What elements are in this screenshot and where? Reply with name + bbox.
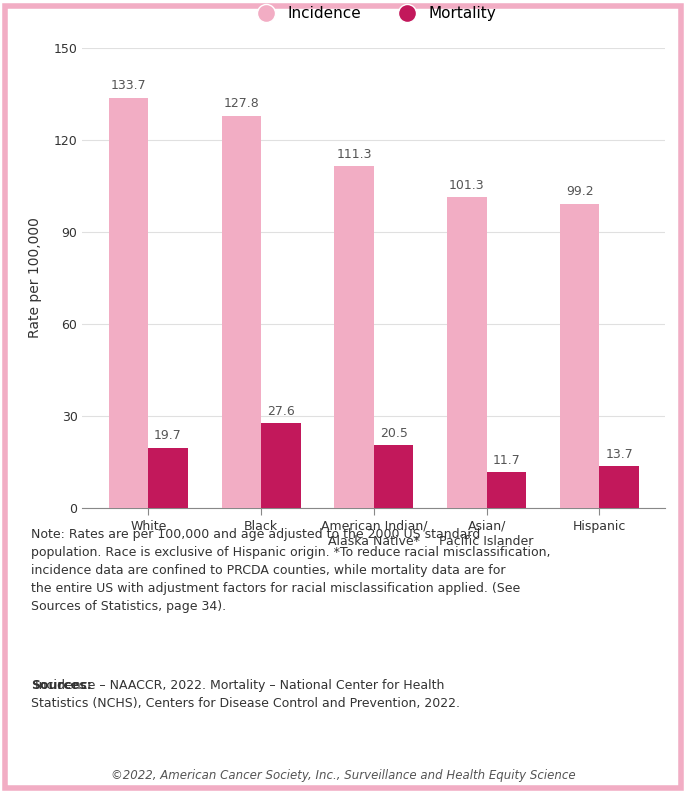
Bar	[334, 167, 374, 508]
Bar	[148, 448, 188, 508]
Text: 20.5: 20.5	[379, 426, 407, 440]
Text: Note: Rates are per 100,000 and age adjusted to the 2000 US standard
population.: Note: Rates are per 100,000 and age adju…	[31, 528, 550, 613]
Text: ©2022, American Cancer Society, Inc., Surveillance and Health Equity Science: ©2022, American Cancer Society, Inc., Su…	[110, 769, 576, 781]
Text: Sources:: Sources:	[31, 679, 92, 692]
Text: 27.6: 27.6	[267, 405, 295, 418]
Text: 127.8: 127.8	[224, 98, 259, 110]
Text: 19.7: 19.7	[154, 429, 182, 442]
Text: 133.7: 133.7	[110, 79, 146, 92]
Bar	[222, 116, 261, 508]
Text: 111.3: 111.3	[336, 148, 372, 161]
Bar	[447, 197, 486, 508]
Y-axis label: Rate per 100,000: Rate per 100,000	[29, 218, 43, 338]
Text: 11.7: 11.7	[493, 453, 520, 467]
Bar	[600, 466, 639, 508]
Text: 101.3: 101.3	[449, 179, 485, 191]
Bar	[486, 472, 526, 508]
Bar	[261, 423, 300, 508]
FancyBboxPatch shape	[5, 6, 681, 788]
Bar	[560, 203, 600, 508]
Legend: Incidence, Mortality: Incidence, Mortality	[245, 0, 503, 27]
Text: 13.7: 13.7	[605, 448, 633, 461]
Bar	[109, 98, 148, 508]
Bar	[374, 445, 414, 508]
Text: 99.2: 99.2	[566, 185, 593, 198]
Text: Incidence – NAACCR, 2022. Mortality – National Center for Health
Statistics (NCH: Incidence – NAACCR, 2022. Mortality – Na…	[31, 679, 460, 710]
